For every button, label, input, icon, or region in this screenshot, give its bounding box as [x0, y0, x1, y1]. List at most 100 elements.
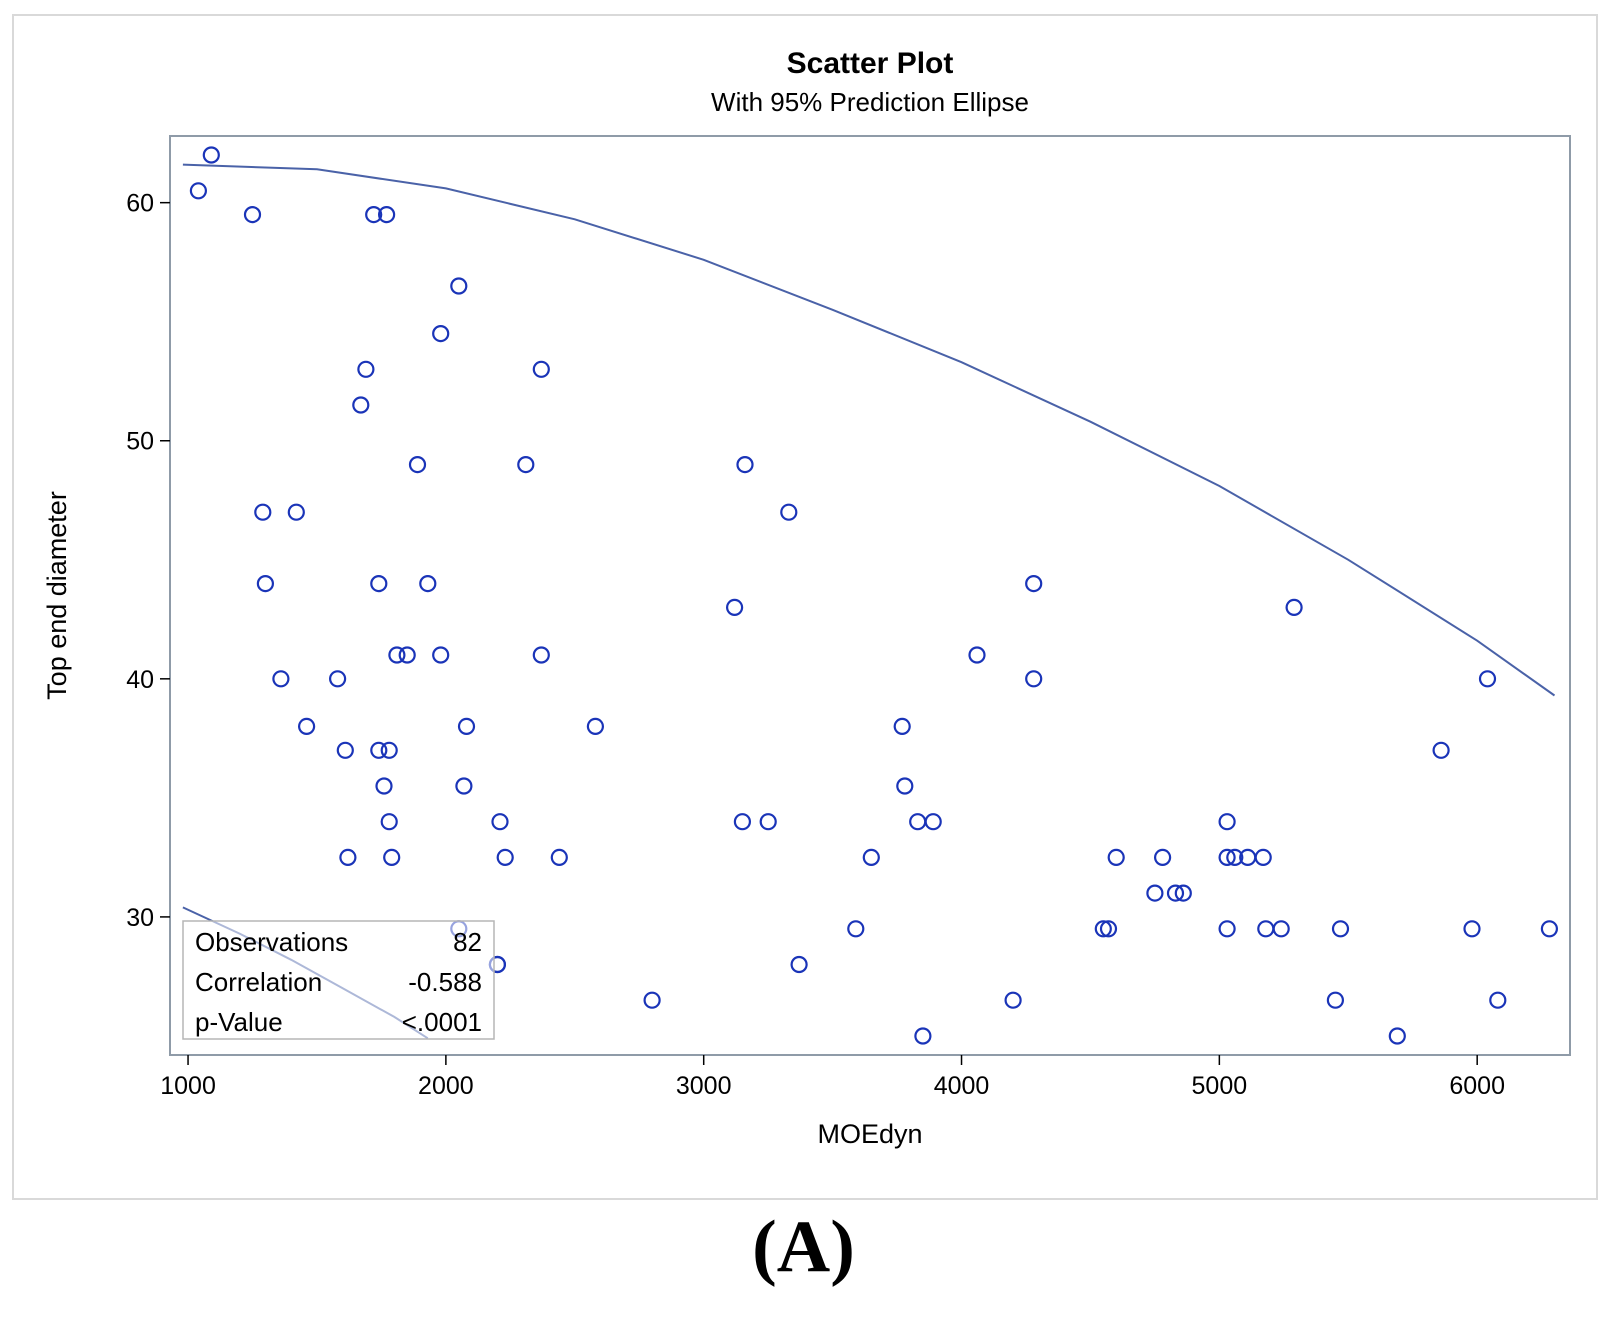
- scatter-point: [256, 574, 274, 593]
- x-tick-label: 2000: [418, 1072, 474, 1100]
- scatter-point: [380, 741, 398, 759]
- scatter-point: [896, 777, 914, 795]
- scatter-point: [1432, 741, 1450, 759]
- scatter-point: [370, 574, 388, 593]
- scatter-point: [336, 741, 354, 759]
- scatter-point: [339, 848, 357, 867]
- scatter-point: [375, 777, 393, 795]
- scatter-point: [1257, 920, 1275, 938]
- scatter-point: [550, 848, 568, 867]
- scatter-point: [1025, 670, 1043, 688]
- scatter-point: [365, 206, 383, 224]
- scatter-point: [1107, 848, 1125, 867]
- stats-label: Observations: [195, 927, 348, 957]
- y-axis-label: Top end diameter: [42, 491, 72, 700]
- scatter-point: [909, 813, 927, 831]
- y-tick-label: 30: [126, 904, 154, 932]
- scatter-point: [914, 1027, 932, 1045]
- stats-value: 82: [453, 927, 482, 957]
- scatter-point: [352, 396, 370, 414]
- scatter-point: [847, 920, 865, 938]
- scatter-chart: Scatter Plot With 95% Prediction Ellipse 1…: [42, 47, 1571, 1149]
- scatter-point: [733, 813, 752, 831]
- scatter-point: [496, 848, 514, 867]
- scatter-point: [1226, 848, 1244, 867]
- scatter-point: [287, 503, 305, 521]
- scatter-point: [370, 741, 388, 759]
- scatter-point: [408, 456, 427, 474]
- scatter-point: [586, 717, 605, 736]
- scatter-point: [1166, 884, 1185, 902]
- scatter-point: [862, 848, 880, 867]
- stats-label: Correlation: [195, 967, 322, 997]
- stats-value: <.0001: [402, 1007, 482, 1037]
- scatter-point: [517, 456, 535, 474]
- scatter-point: [1254, 848, 1272, 867]
- scatter-point: [1025, 574, 1043, 593]
- stats-label: p-Value: [195, 1007, 283, 1037]
- scatter-point: [380, 813, 398, 831]
- x-tick-label: 3000: [676, 1072, 732, 1100]
- scatter-point: [1099, 920, 1118, 938]
- scatter-point: [1463, 920, 1481, 938]
- prediction-ellipse-upper-arc: [182, 163, 1556, 697]
- scatter-point: [1218, 848, 1236, 867]
- scatter-point: [298, 717, 316, 736]
- scatter-point: [1174, 884, 1192, 902]
- scatter-point: [1489, 991, 1507, 1009]
- scatter-point: [968, 646, 986, 664]
- y-tick-label: 60: [126, 190, 154, 218]
- scatter-point: [419, 574, 437, 593]
- y-tick-label: 50: [126, 428, 154, 456]
- scatter-point: [1272, 920, 1290, 938]
- scatter-point: [1540, 920, 1559, 938]
- y-tick-label: 40: [126, 666, 154, 694]
- scatter-point: [893, 717, 911, 736]
- chart-subtitle: With 95% Prediction Ellipse: [711, 87, 1029, 117]
- scatter-point: [455, 777, 473, 795]
- stats-box: Observations 82 Correlation -0.588 p-Value <.…: [182, 920, 495, 1040]
- chart-title: Scatter Plot: [787, 47, 954, 80]
- scatter-point: [383, 848, 401, 867]
- scatter-point: [357, 360, 375, 378]
- scatter-point: [532, 360, 550, 378]
- scatter-point: [1094, 920, 1112, 938]
- scatter-point: [491, 813, 509, 831]
- scatter-point: [378, 206, 396, 224]
- scatter-series: [189, 146, 1559, 1045]
- scatter-point: [790, 955, 808, 974]
- scatter-point: [1285, 598, 1303, 617]
- scatter-point: [1218, 813, 1236, 831]
- scatter-point: [388, 646, 406, 664]
- stats-box-frame: [182, 920, 495, 1040]
- scatter-point: [254, 503, 272, 521]
- scatter-point: [398, 646, 416, 664]
- scatter-point: [1153, 848, 1172, 867]
- scatter-point: [759, 813, 777, 831]
- scatter-point: [736, 456, 754, 474]
- x-axis-label: MOEdyn: [817, 1119, 922, 1149]
- scatter-point: [432, 646, 450, 664]
- scatter-point: [432, 325, 450, 343]
- scatter-point: [1388, 1027, 1406, 1045]
- stats-value: -0.588: [408, 967, 482, 997]
- scatter-point: [272, 670, 290, 688]
- scatter-point: [329, 670, 347, 688]
- x-tick-label: 6000: [1449, 1072, 1505, 1100]
- scatter-point: [450, 277, 468, 295]
- scatter-point: [1218, 920, 1236, 938]
- scatter-point: [1331, 920, 1350, 938]
- scatter-point: [202, 146, 220, 164]
- x-tick-label: 4000: [934, 1072, 990, 1100]
- x-tick-label: 5000: [1192, 1072, 1248, 1100]
- scatter-point: [457, 717, 476, 736]
- x-tick-label: 1000: [160, 1072, 216, 1100]
- plot-area-frame: [169, 135, 1571, 1056]
- scatter-point: [1478, 670, 1497, 688]
- scatter-point: [189, 182, 207, 200]
- scatter-point: [1004, 991, 1022, 1009]
- panel-label: (A): [752, 1206, 855, 1288]
- scatter-point: [924, 813, 942, 831]
- scatter-point: [1326, 991, 1345, 1009]
- scatter-point: [725, 598, 744, 617]
